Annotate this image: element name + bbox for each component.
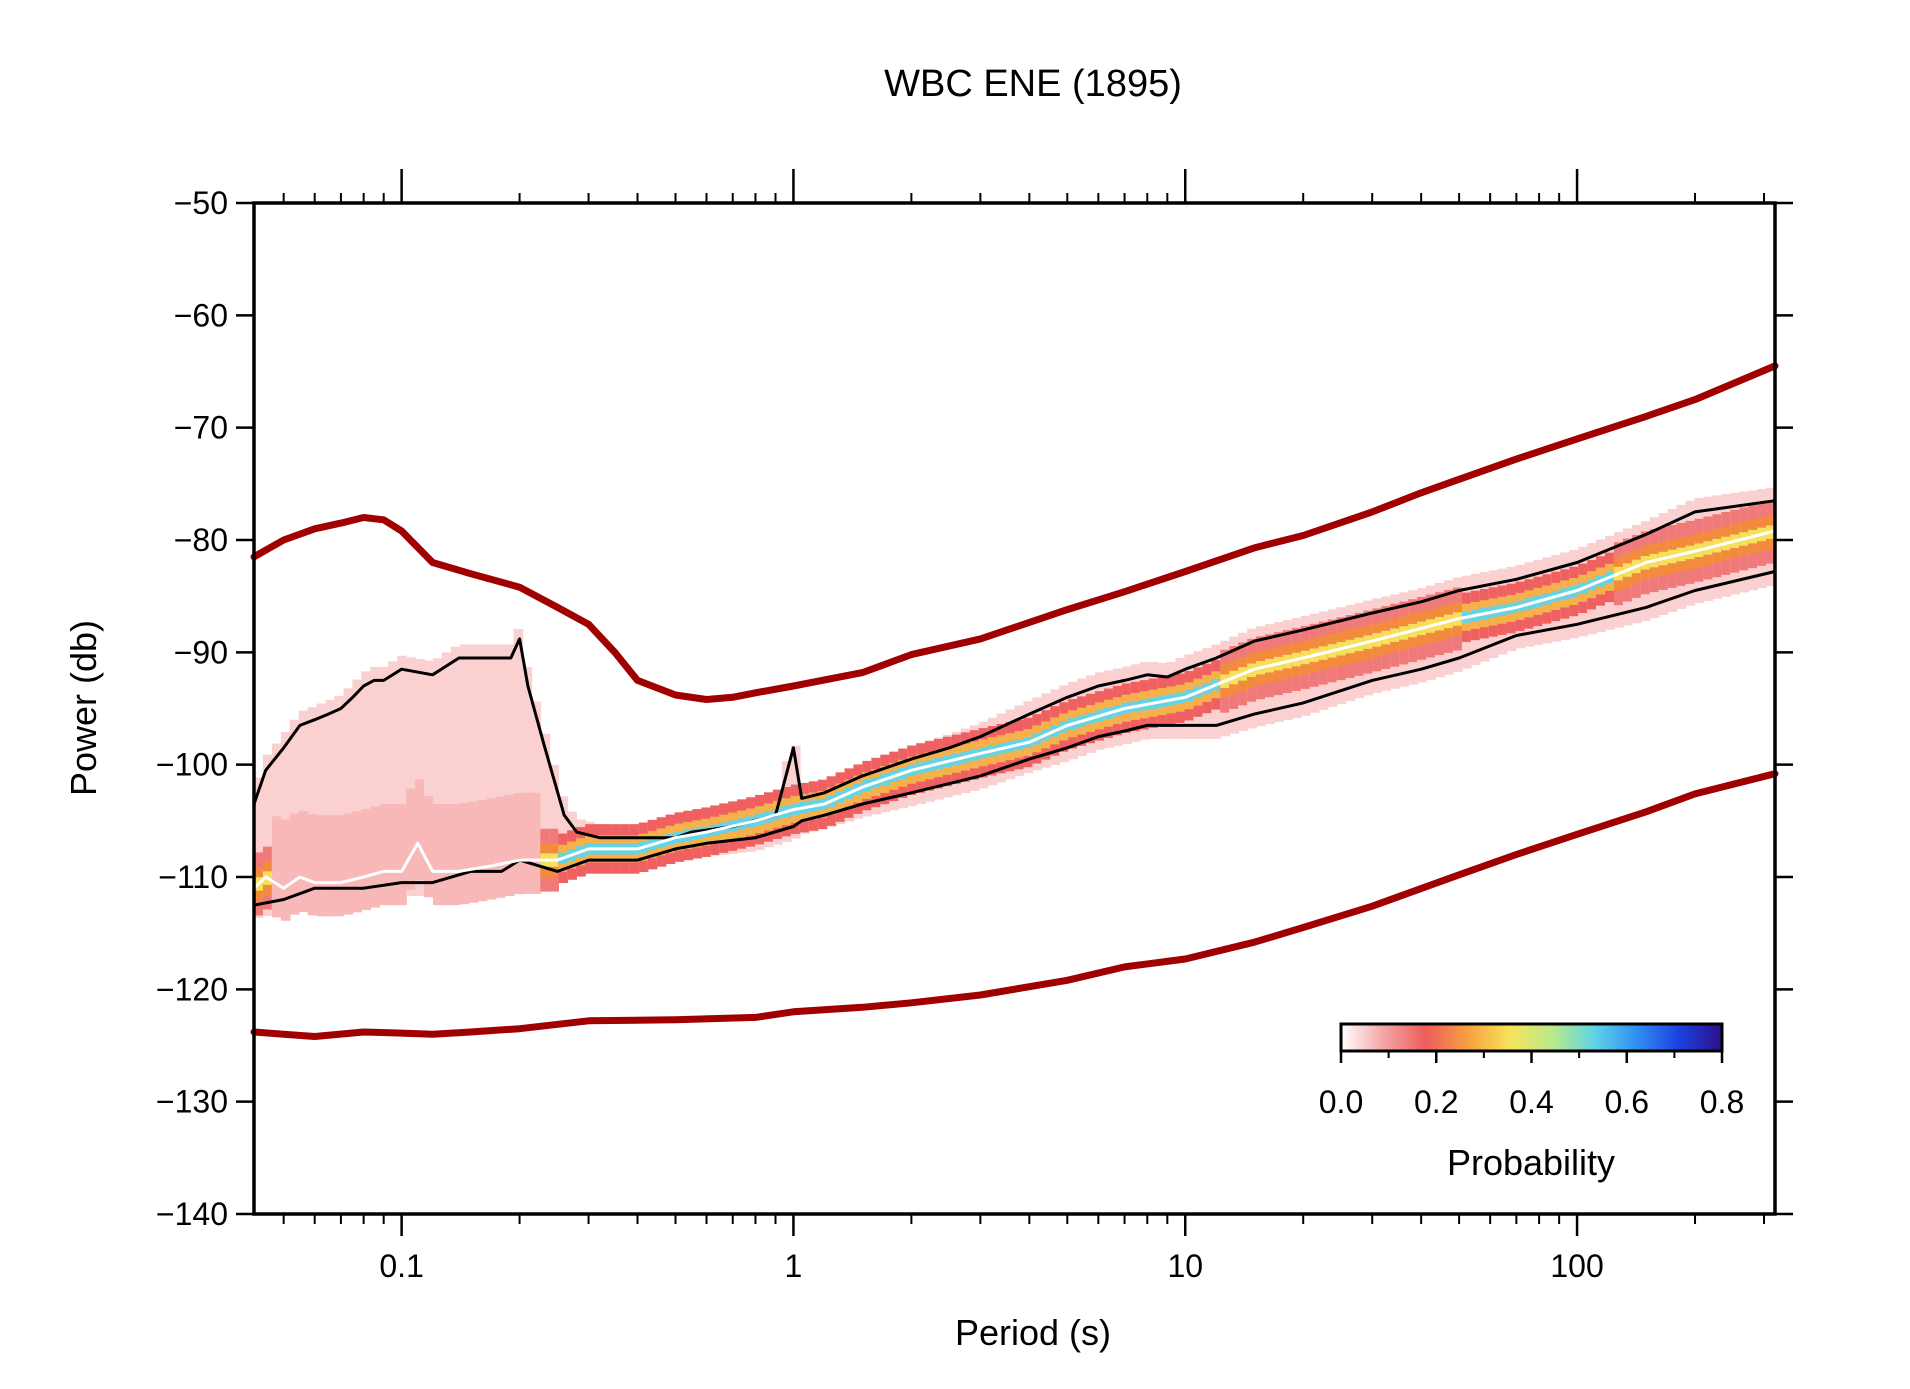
colorbar-ticks: 0.0 0.2 0.4 0.6 0.8	[1319, 1051, 1744, 1120]
density-cell	[334, 695, 345, 902]
density-cell	[495, 644, 506, 885]
density-cell	[513, 628, 524, 875]
density-cell	[513, 793, 524, 895]
density-cell	[415, 658, 425, 897]
y-tick-label: −140	[156, 1196, 228, 1232]
density-cell	[254, 777, 264, 918]
density-cell	[549, 765, 559, 884]
density-cell	[423, 660, 434, 897]
density-cell	[388, 661, 398, 898]
density-cell	[432, 658, 443, 895]
density-cell	[477, 800, 488, 902]
density-cell	[325, 815, 336, 917]
density-cell	[486, 644, 497, 885]
density-cell	[289, 813, 300, 915]
colorbar-tick-label: 0.0	[1319, 1084, 1363, 1120]
series-line-4	[252, 570, 1777, 907]
y-axis-title: Power (db)	[63, 620, 104, 796]
y-tick-label: −90	[174, 634, 228, 670]
density-cell	[370, 806, 381, 908]
density-cell	[307, 707, 318, 903]
density-cell	[459, 803, 470, 905]
x-tick-label: 1	[785, 1248, 803, 1284]
density-cell	[325, 699, 336, 902]
density-cell	[352, 811, 363, 913]
axis-ticks: −50 −60 −70 −80 −90 −100 −110 −120 −130 −140 0.1 1 1…	[156, 169, 1793, 1284]
density-cell	[298, 810, 309, 912]
x-axis-title: Period (s)	[955, 1312, 1111, 1353]
density-cell	[531, 701, 542, 879]
density-cell	[459, 644, 470, 887]
colorbar: 0.0 0.2 0.4 0.6 0.8 Probability	[1319, 1022, 1744, 1183]
density-cell	[352, 679, 363, 902]
colorbar-label: Probability	[1447, 1142, 1615, 1183]
density-cell	[379, 666, 390, 899]
colorbar-gradient	[1339, 1022, 1724, 1053]
density-cell	[379, 803, 390, 906]
density-cell	[504, 794, 515, 896]
density-cell	[307, 814, 318, 916]
density-cell	[271, 816, 282, 918]
density-cell	[441, 652, 452, 893]
density-cell	[397, 803, 407, 906]
density-cell	[504, 644, 515, 881]
density-cell	[361, 671, 372, 902]
density-cell	[441, 803, 452, 906]
density-cell	[316, 815, 327, 917]
chart-title: WBC ENE (1895)	[884, 63, 1182, 105]
density-cell	[540, 733, 551, 882]
density-cell	[415, 779, 425, 881]
density-cell	[522, 666, 533, 876]
density-cell	[280, 819, 291, 921]
x-tick-label: 0.1	[379, 1248, 423, 1284]
density-cell	[477, 644, 488, 885]
density-cell	[334, 815, 345, 917]
density-cell	[370, 666, 381, 901]
y-tick-label: −100	[156, 747, 228, 783]
density-cell	[450, 803, 461, 906]
colorbar-tick-label: 0.8	[1700, 1084, 1744, 1120]
density-cell	[531, 792, 542, 894]
density-cell	[298, 710, 309, 906]
density-cell	[522, 792, 533, 894]
series-lines	[250, 362, 1779, 1040]
y-tick-label: −60	[174, 297, 228, 333]
density-cell	[388, 803, 398, 906]
density-cell	[343, 813, 354, 915]
y-tick-label: −120	[156, 971, 228, 1007]
plot-frame	[252, 201, 1777, 1216]
y-tick-label: −80	[174, 522, 228, 558]
density-cell	[316, 703, 327, 902]
colorbar-tick-label: 0.2	[1414, 1084, 1458, 1120]
density-cell	[495, 796, 506, 898]
x-tick-label: 10	[1167, 1248, 1203, 1284]
colorbar-tick-label: 0.4	[1509, 1084, 1553, 1120]
density-cell	[432, 803, 443, 906]
y-tick-label: −50	[174, 185, 228, 221]
density-cell	[262, 754, 273, 917]
density-cell	[468, 644, 479, 885]
colorbar-tick-label: 0.6	[1605, 1084, 1649, 1120]
x-tick-label: 100	[1550, 1248, 1603, 1284]
series-line-1	[250, 362, 1779, 703]
series-line-2	[250, 770, 1779, 1040]
density-cell	[423, 796, 434, 898]
density-cell	[406, 788, 416, 890]
density-cell	[486, 798, 497, 900]
density-cell	[397, 655, 407, 897]
density-cell	[361, 808, 372, 911]
series-line-5	[252, 529, 1777, 890]
density-cell	[343, 688, 354, 902]
density-cell	[468, 801, 479, 903]
y-tick-label: −70	[174, 410, 228, 446]
density-cell	[450, 646, 461, 890]
density-cell	[406, 657, 416, 897]
y-tick-label: −130	[156, 1084, 228, 1120]
y-tick-label: −110	[158, 859, 228, 895]
